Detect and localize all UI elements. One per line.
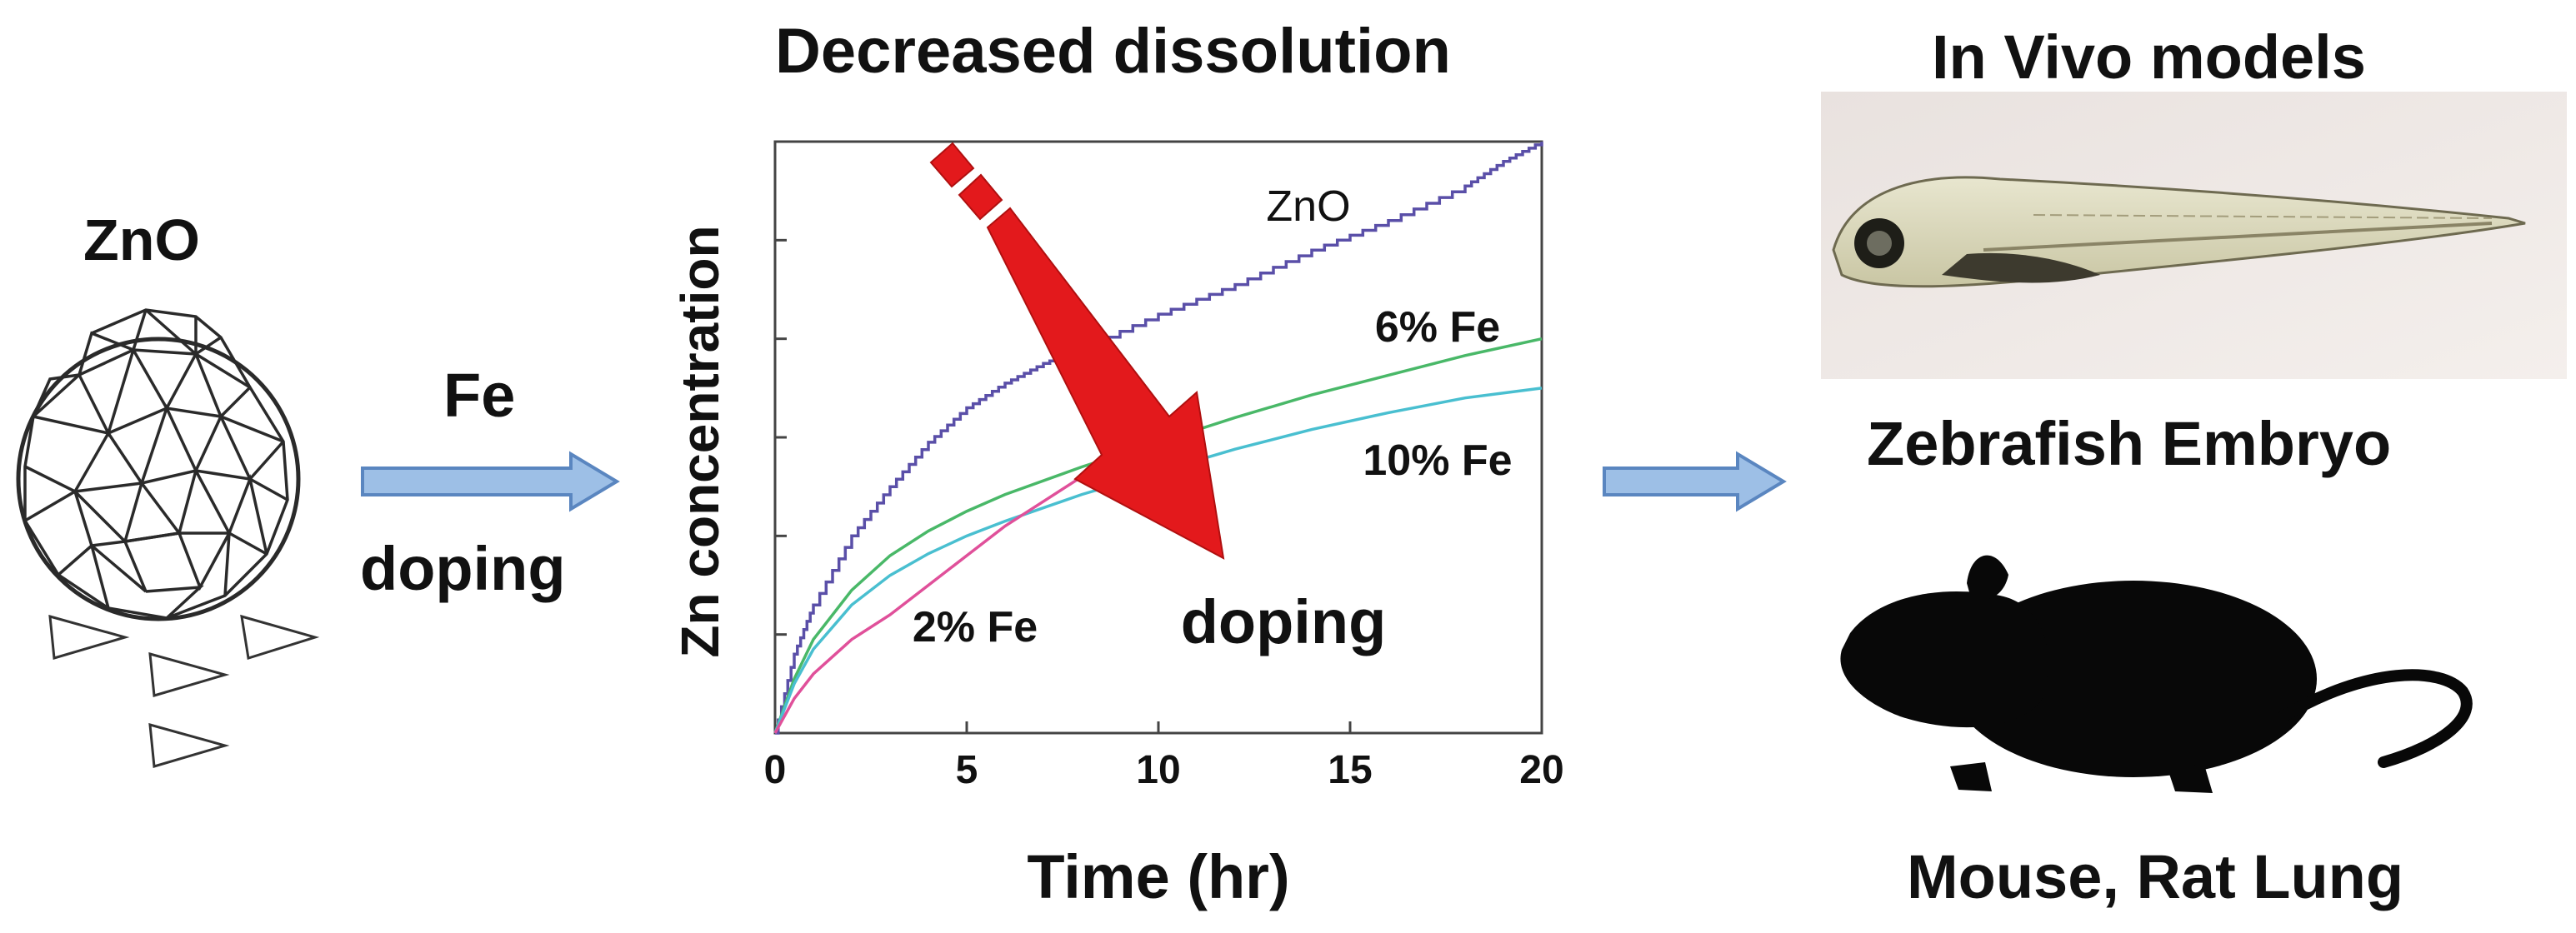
mouse-label: Mouse, Rat Lung — [1907, 842, 2404, 911]
axis-ticks: 0 5 10 15 20 — [764, 238, 1564, 792]
x-tick-label: 5 — [956, 748, 978, 792]
doping-annotation: doping — [1181, 587, 1387, 656]
series-line-10-fe — [773, 387, 1543, 734]
dopant-fragments — [48, 614, 320, 768]
y-axis-label: Zn concentration — [670, 225, 730, 657]
fe-arrow-label: Fe — [443, 361, 516, 430]
series-line-2-fe — [773, 475, 1083, 734]
doping-arrow-label: doping — [360, 534, 566, 603]
zebrafish-label: Zebrafish Embryo — [1867, 409, 2392, 478]
x-tick-label: 10 — [1136, 748, 1180, 792]
zno-particle-label: ZnO — [83, 207, 200, 272]
to-in-vivo-arrow — [1603, 451, 1787, 512]
series-label: ZnO — [1266, 182, 1350, 231]
x-tick-label: 0 — [764, 748, 787, 792]
chart-title: Decreased dissolution — [775, 16, 1451, 87]
dissolution-chart: 0 5 10 15 20 ZnO 6% Fe 10% Fe 2% Fe Zn concentr… — [670, 140, 1564, 911]
x-axis-label: Time (hr) — [1027, 842, 1289, 911]
series-line-zno — [775, 142, 1543, 735]
series-line-6-fe — [773, 337, 1543, 734]
mouse-silhouette-image — [1840, 555, 2473, 793]
series-label: 2% Fe — [913, 603, 1038, 651]
fe-doping-arrow — [361, 451, 620, 512]
zno-nanoparticle-sphere — [16, 308, 301, 621]
series-label: 10% Fe — [1363, 437, 1512, 485]
series-layer: ZnO 6% Fe 10% Fe 2% Fe — [773, 142, 1543, 735]
series-label: 6% Fe — [1375, 303, 1500, 352]
x-tick-label: 20 — [1519, 748, 1563, 792]
x-tick-label: 15 — [1328, 748, 1372, 792]
in-vivo-title: In Vivo models — [1932, 22, 2366, 92]
zebrafish-embryo-image — [1821, 92, 2567, 379]
doping-trend-arrow — [929, 142, 1225, 560]
